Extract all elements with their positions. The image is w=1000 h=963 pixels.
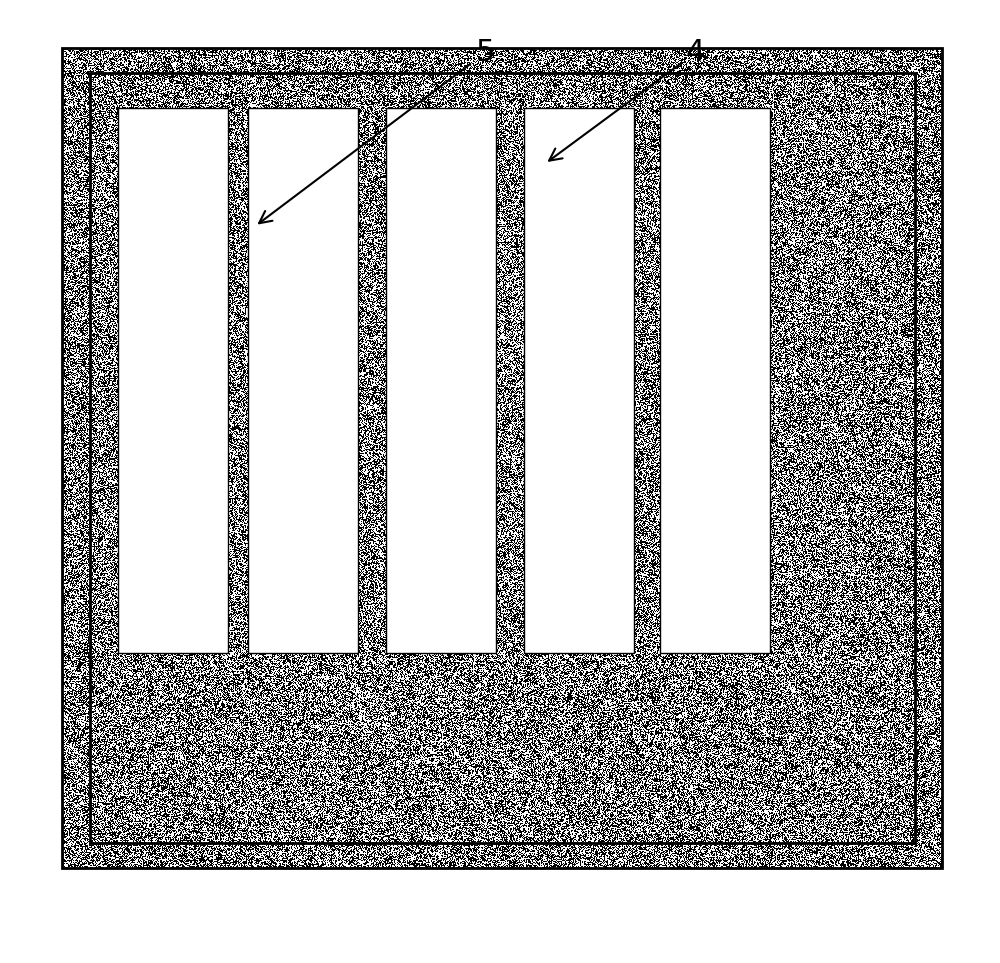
Bar (90, 73, 915, 843)
Text: 5: 5 (259, 39, 495, 223)
Bar (386, 108, 496, 653)
Bar (118, 108, 228, 653)
Bar (660, 108, 770, 653)
Text: 4: 4 (549, 39, 705, 161)
Bar (524, 108, 634, 653)
Bar (62, 48, 942, 868)
Bar (248, 108, 358, 653)
